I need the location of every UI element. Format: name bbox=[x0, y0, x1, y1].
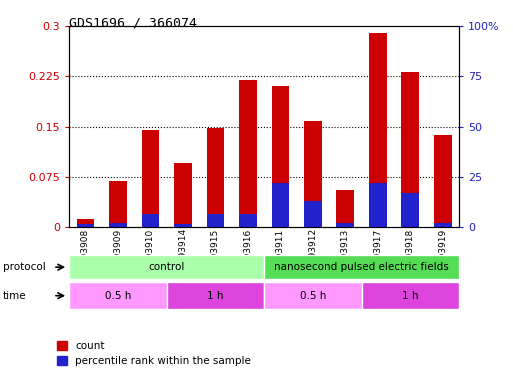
Text: time: time bbox=[3, 291, 26, 301]
Bar bbox=[142, 130, 160, 227]
Bar bbox=[207, 128, 224, 227]
Text: 1 h: 1 h bbox=[402, 291, 419, 301]
Text: protocol: protocol bbox=[3, 262, 45, 272]
Bar bbox=[304, 121, 322, 227]
Bar bbox=[369, 33, 387, 227]
Bar bbox=[69, 282, 167, 309]
Bar bbox=[69, 255, 264, 279]
Bar bbox=[337, 223, 354, 227]
Bar bbox=[337, 190, 354, 227]
Bar bbox=[142, 213, 160, 227]
Bar bbox=[109, 223, 127, 227]
Bar bbox=[434, 135, 452, 227]
Bar bbox=[167, 282, 264, 309]
Bar bbox=[434, 223, 452, 227]
Text: 1 h: 1 h bbox=[207, 291, 224, 301]
Bar bbox=[207, 213, 224, 227]
Bar bbox=[76, 219, 94, 227]
Text: GDS1696 / 366074: GDS1696 / 366074 bbox=[69, 17, 198, 30]
Legend: count, percentile rank within the sample: count, percentile rank within the sample bbox=[56, 341, 251, 366]
Text: 0.5 h: 0.5 h bbox=[300, 291, 326, 301]
Bar bbox=[264, 255, 459, 279]
Bar bbox=[304, 201, 322, 227]
Bar bbox=[109, 182, 127, 227]
Text: control: control bbox=[149, 262, 185, 272]
Bar bbox=[174, 224, 192, 227]
Bar bbox=[174, 164, 192, 227]
Text: 0.5 h: 0.5 h bbox=[105, 291, 131, 301]
Bar bbox=[362, 282, 459, 309]
Bar bbox=[402, 72, 419, 227]
Bar bbox=[239, 213, 257, 227]
Bar bbox=[271, 87, 289, 227]
Bar bbox=[402, 194, 419, 227]
Bar bbox=[239, 80, 257, 227]
Bar bbox=[369, 183, 387, 227]
Bar bbox=[271, 183, 289, 227]
Bar bbox=[264, 282, 362, 309]
Bar bbox=[76, 224, 94, 227]
Text: nanosecond pulsed electric fields: nanosecond pulsed electric fields bbox=[274, 262, 449, 272]
